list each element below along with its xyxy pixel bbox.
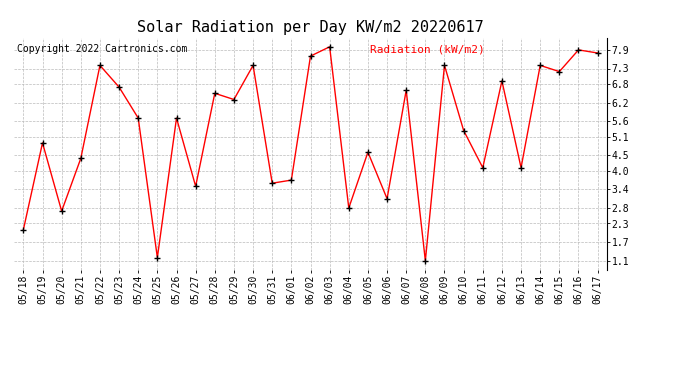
Text: Copyright 2022 Cartronics.com: Copyright 2022 Cartronics.com: [17, 45, 187, 54]
Title: Solar Radiation per Day KW/m2 20220617: Solar Radiation per Day KW/m2 20220617: [137, 20, 484, 35]
Text: Radiation (kW/m2): Radiation (kW/m2): [370, 45, 484, 54]
